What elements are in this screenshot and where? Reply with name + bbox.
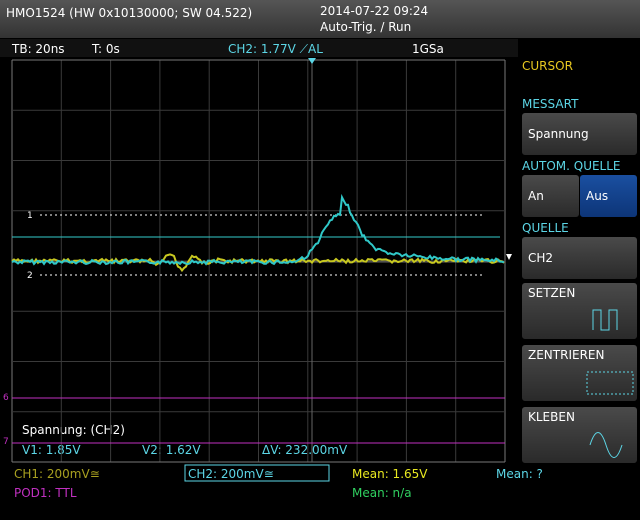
ch2-scale[interactable]: CH2: 200mV≅ <box>188 467 274 481</box>
menu-button[interactable]: Spannung <box>522 113 637 155</box>
trigger-time: T: 0s <box>92 42 120 56</box>
mean-pod: Mean: n/a <box>352 486 412 500</box>
menu-button[interactable]: ZENTRIEREN <box>522 345 637 401</box>
menu-button[interactable]: CH2 <box>522 237 637 279</box>
trigger-pos <box>308 58 316 64</box>
ch2-trace <box>11 193 505 266</box>
menu-label: MESSART <box>522 97 579 111</box>
channel-marker: 7 <box>3 437 9 447</box>
mean-ch2: Mean: ? <box>496 467 543 481</box>
menu-button[interactable]: KLEBEN <box>522 407 637 463</box>
ch1-trace <box>11 253 505 273</box>
cursor-marker: 1 <box>27 211 33 221</box>
button-label: ZENTRIEREN <box>528 348 605 362</box>
channel-marker: 6 <box>3 393 9 403</box>
trigger-info: CH2: 1.77V ⟋AL <box>228 42 323 56</box>
cursor-marker: 2 <box>27 271 33 281</box>
pod1-info: POD1: TTL <box>14 486 77 500</box>
graticule <box>11 59 506 463</box>
level-marker <box>506 254 512 260</box>
cursor-v1: V1: 1.85V <box>22 443 81 457</box>
menu-button[interactable]: SETZEN <box>522 283 637 339</box>
menu-title: CURSOR <box>522 59 573 73</box>
mean-ch1: Mean: 1.65V <box>352 467 428 481</box>
header-bar <box>0 0 640 38</box>
run-status: Auto-Trig. / Run <box>320 20 412 34</box>
button-label: SETZEN <box>528 286 576 300</box>
device-info: HMO1524 (HW 0x10130000; SW 04.522) <box>6 6 253 20</box>
button-label: KLEBEN <box>528 410 575 424</box>
ch1-scale: CH1: 200mV≅ <box>14 467 100 481</box>
option-label: Aus <box>586 189 609 203</box>
button-value: CH2 <box>528 251 554 265</box>
datetime: 2014-07-22 09:24 <box>320 4 429 18</box>
cursor-v2: V2: 1.62V <box>142 443 201 457</box>
option-button[interactable]: Aus <box>580 175 637 217</box>
option-label: An <box>528 189 544 203</box>
timebase: TB: 20ns <box>12 42 65 56</box>
option-button[interactable]: An <box>522 175 579 217</box>
sample-rate: 1GSa <box>412 42 444 56</box>
button-value: Spannung <box>528 127 589 141</box>
menu-label: QUELLE <box>522 221 569 235</box>
status-bar <box>0 39 518 57</box>
cursor-info: Spannung: (CH2) <box>22 423 125 437</box>
cursor-dv: ΔV: 232.00mV <box>262 443 348 457</box>
menu-label: AUTOM. QUELLE <box>522 159 621 173</box>
